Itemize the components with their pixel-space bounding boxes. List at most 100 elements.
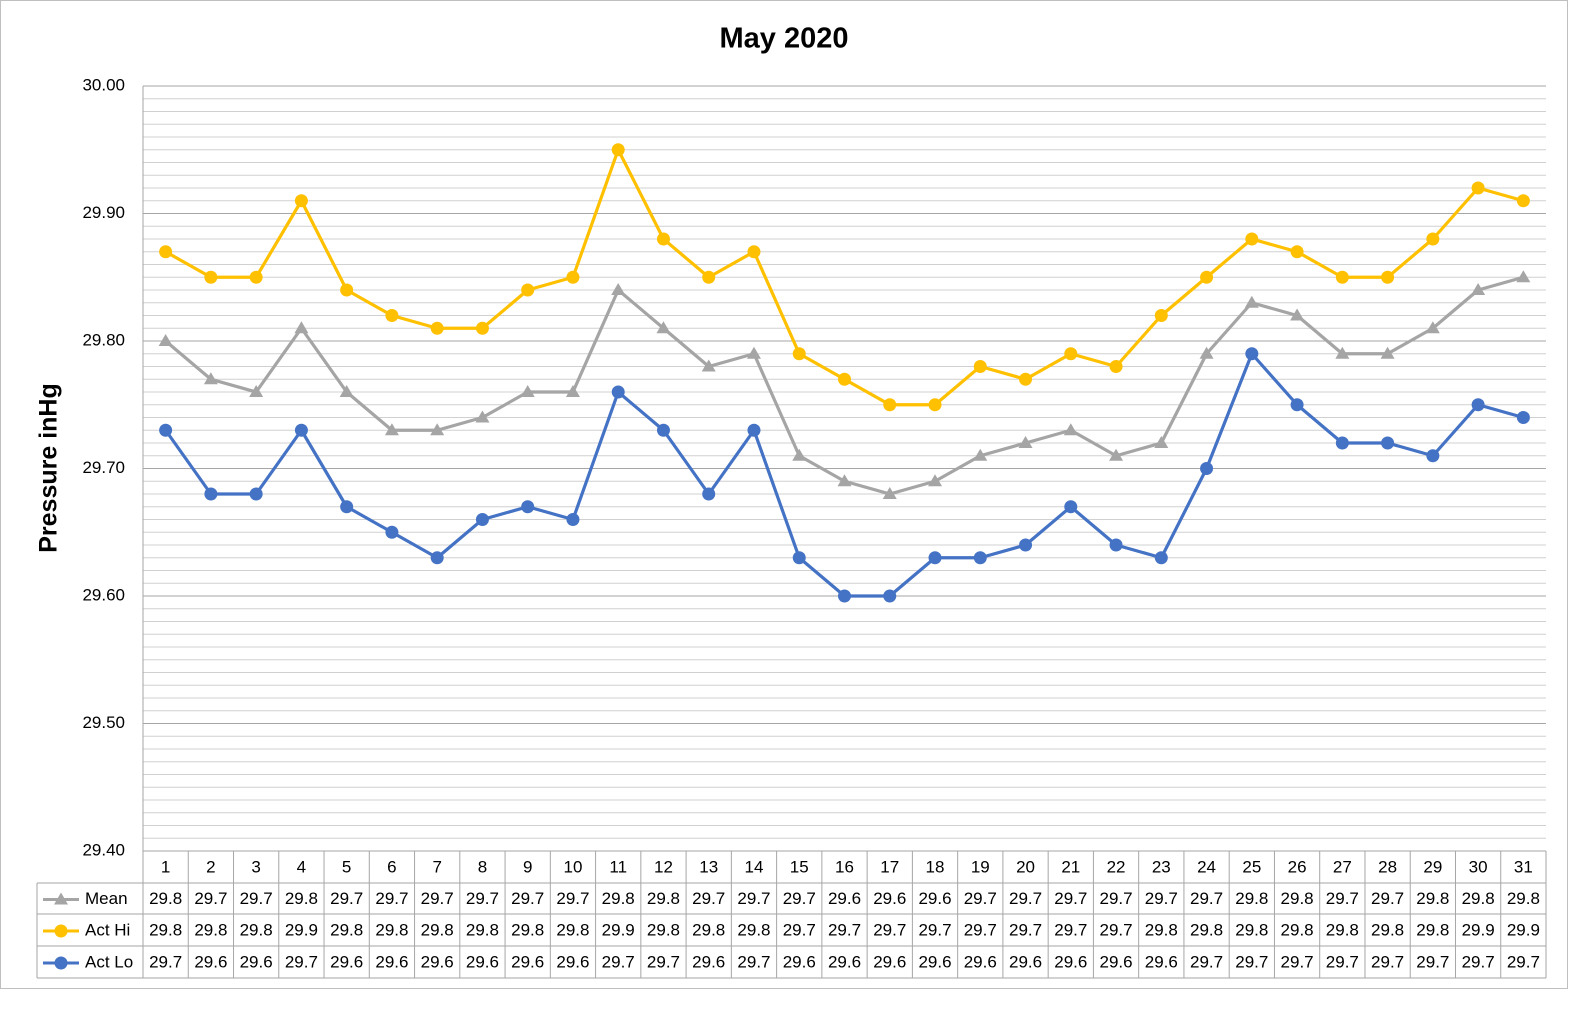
data-point <box>837 474 852 487</box>
data-point <box>1335 436 1349 450</box>
table-value: 29.6 <box>783 952 816 971</box>
data-point <box>1244 295 1259 308</box>
x-tick-label: 20 <box>1016 857 1035 876</box>
table-value: 29.6 <box>194 952 227 971</box>
data-point <box>747 423 761 437</box>
table-value: 29.7 <box>421 889 454 908</box>
data-point <box>158 334 173 346</box>
table-value: 29.8 <box>194 920 227 939</box>
data-point <box>430 551 444 565</box>
table-value: 29.8 <box>1281 920 1314 939</box>
y-tick-label: 29.60 <box>82 585 125 604</box>
table-value: 29.8 <box>466 920 499 939</box>
table-value: 29.7 <box>194 889 227 908</box>
table-value: 29.7 <box>1326 952 1359 971</box>
x-tick-label: 7 <box>432 857 441 876</box>
legend-marker <box>54 924 68 938</box>
table-value: 29.6 <box>511 952 544 971</box>
x-tick-label: 31 <box>1514 857 1533 876</box>
table-value: 29.8 <box>330 920 363 939</box>
data-point <box>1018 436 1033 448</box>
table-value: 29.8 <box>1326 920 1359 939</box>
y-axis-label: Pressure inHg <box>35 383 63 553</box>
x-tick-label: 14 <box>745 857 764 876</box>
x-tick-label: 17 <box>880 857 899 876</box>
table-value: 29.8 <box>1507 889 1540 908</box>
table-value: 29.8 <box>556 920 589 939</box>
table-value: 29.9 <box>1462 920 1495 939</box>
table-value: 29.7 <box>1009 920 1042 939</box>
data-point <box>1200 270 1214 284</box>
data-point <box>520 385 535 397</box>
table-value: 29.6 <box>692 952 725 971</box>
table-value: 29.6 <box>240 952 273 971</box>
data-point <box>430 321 444 335</box>
data-point <box>384 423 399 436</box>
data-point <box>1063 423 1078 436</box>
data-point <box>1154 551 1168 565</box>
x-tick-label: 27 <box>1333 857 1352 876</box>
y-tick-label: 30.00 <box>82 75 125 94</box>
table-value: 29.7 <box>1145 889 1178 908</box>
data-point <box>973 360 987 373</box>
data-point <box>746 346 761 359</box>
table-value: 29.6 <box>828 952 861 971</box>
data-point <box>566 513 580 526</box>
x-tick-label: 24 <box>1197 857 1216 876</box>
table-value: 29.6 <box>1100 952 1133 971</box>
table-value: 29.6 <box>1145 952 1178 971</box>
table-value: 29.8 <box>647 920 680 939</box>
x-tick-label: 5 <box>342 857 351 876</box>
data-point <box>928 398 942 412</box>
table-value: 29.6 <box>466 952 499 971</box>
data-point <box>294 423 308 437</box>
table-value: 29.7 <box>1371 952 1404 971</box>
data-point <box>1019 372 1033 386</box>
data-point <box>203 372 218 385</box>
table-value: 29.7 <box>1281 952 1314 971</box>
data-point <box>701 359 716 372</box>
data-point <box>611 385 625 399</box>
data-point <box>882 487 897 499</box>
data-point <box>1290 398 1304 412</box>
data-point <box>1199 346 1214 359</box>
data-point <box>1290 308 1305 321</box>
table-value: 29.8 <box>1416 920 1449 939</box>
data-point <box>838 372 851 386</box>
table-value: 29.7 <box>737 889 770 908</box>
table-value: 29.7 <box>1054 920 1087 939</box>
data-point <box>1290 245 1304 259</box>
data-point <box>1154 309 1168 322</box>
data-point <box>294 194 308 208</box>
chart-title: May 2020 <box>720 23 849 55</box>
table-value: 29.7 <box>466 889 499 908</box>
y-tick-label: 29.50 <box>82 713 125 732</box>
table-value: 29.7 <box>375 889 408 908</box>
data-point <box>1426 449 1440 463</box>
data-point <box>475 410 490 423</box>
table-value: 29.8 <box>240 920 273 939</box>
x-tick-label: 6 <box>387 857 396 876</box>
table-value: 29.7 <box>602 952 635 971</box>
data-point <box>1109 538 1123 552</box>
table-value: 29.7 <box>149 952 182 971</box>
table-value: 29.8 <box>737 920 770 939</box>
table-value: 29.6 <box>375 952 408 971</box>
table-value: 29.8 <box>511 920 544 939</box>
data-point <box>1335 270 1349 284</box>
table-value: 29.7 <box>918 920 951 939</box>
table-value: 29.8 <box>375 920 408 939</box>
x-tick-label: 9 <box>523 857 532 876</box>
legend-label: Act Lo <box>85 952 133 971</box>
table-value: 29.7 <box>692 889 725 908</box>
data-point <box>1335 346 1350 359</box>
legend-marker <box>54 892 68 905</box>
data-point <box>1381 270 1395 284</box>
table-value: 29.6 <box>421 952 454 971</box>
table-value: 29.8 <box>1190 920 1223 939</box>
table-value: 29.8 <box>1145 920 1178 939</box>
data-point <box>883 398 897 412</box>
x-tick-label: 15 <box>790 857 809 876</box>
